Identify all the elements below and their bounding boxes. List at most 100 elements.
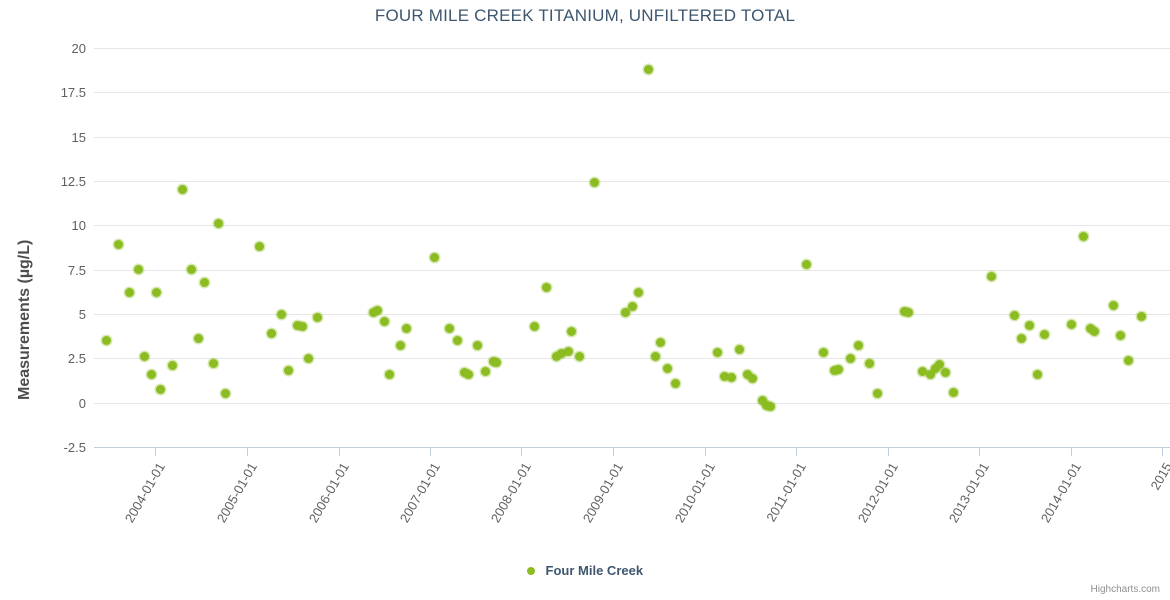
scatter-point[interactable] bbox=[480, 367, 490, 377]
gridline bbox=[94, 269, 1170, 271]
scatter-point[interactable] bbox=[765, 401, 775, 411]
scatter-point[interactable] bbox=[758, 396, 768, 406]
x-axis-tick-label: 2015 bbox=[1147, 460, 1170, 493]
scatter-point[interactable] bbox=[209, 359, 219, 369]
scatter-point[interactable] bbox=[557, 348, 567, 358]
scatter-point[interactable] bbox=[948, 387, 958, 397]
scatter-point[interactable] bbox=[297, 321, 307, 331]
scatter-point[interactable] bbox=[712, 347, 722, 357]
scatter-point[interactable] bbox=[1032, 369, 1042, 379]
scatter-point[interactable] bbox=[1017, 334, 1027, 344]
scatter-point[interactable] bbox=[430, 252, 440, 262]
scatter-point[interactable] bbox=[934, 360, 944, 370]
scatter-point[interactable] bbox=[1067, 320, 1077, 330]
x-axis-tick-label: 2010-01-01 bbox=[671, 460, 718, 526]
scatter-point[interactable] bbox=[628, 301, 638, 311]
scatter-point[interactable] bbox=[542, 282, 552, 292]
scatter-point[interactable] bbox=[187, 265, 197, 275]
scatter-point[interactable] bbox=[151, 288, 161, 298]
scatter-point[interactable] bbox=[464, 369, 474, 379]
scatter-point[interactable] bbox=[1024, 321, 1034, 331]
scatter-point[interactable] bbox=[267, 329, 277, 338]
scatter-point[interactable] bbox=[590, 178, 600, 188]
scatter-point[interactable] bbox=[575, 352, 585, 362]
scatter-point[interactable] bbox=[1124, 356, 1134, 366]
scatter-point[interactable] bbox=[864, 359, 874, 369]
scatter-point[interactable] bbox=[214, 219, 224, 229]
gridline bbox=[94, 402, 1170, 404]
scatter-point[interactable] bbox=[395, 341, 405, 351]
scatter-point[interactable] bbox=[734, 344, 744, 354]
scatter-point[interactable] bbox=[904, 307, 914, 317]
scatter-point[interactable] bbox=[220, 389, 230, 399]
scatter-point[interactable] bbox=[102, 336, 112, 346]
scatter-point[interactable] bbox=[283, 366, 293, 376]
gridline bbox=[94, 358, 1170, 360]
x-axis-tick-label: 2009-01-01 bbox=[579, 460, 627, 526]
scatter-point[interactable] bbox=[1116, 330, 1126, 340]
scatter-point[interactable] bbox=[380, 316, 390, 326]
scatter-point[interactable] bbox=[492, 358, 502, 368]
scatter-point[interactable] bbox=[372, 305, 382, 315]
scatter-point[interactable] bbox=[1009, 311, 1019, 321]
scatter-point[interactable] bbox=[146, 369, 156, 379]
x-axis-tick-label: 2012-01-01 bbox=[854, 460, 901, 526]
scatter-point[interactable] bbox=[930, 364, 940, 374]
scatter-point[interactable] bbox=[853, 340, 863, 350]
scatter-point[interactable] bbox=[125, 288, 135, 298]
scatter-point[interactable] bbox=[193, 334, 203, 344]
scatter-point[interactable] bbox=[742, 369, 752, 379]
scatter-point[interactable] bbox=[292, 321, 302, 331]
scatter-point[interactable] bbox=[552, 352, 562, 362]
scatter-point[interactable] bbox=[140, 352, 150, 362]
scatter-point[interactable] bbox=[801, 259, 811, 269]
scatter-point[interactable] bbox=[670, 378, 680, 388]
scatter-point[interactable] bbox=[872, 389, 882, 399]
scatter-point[interactable] bbox=[304, 353, 314, 363]
scatter-point[interactable] bbox=[633, 288, 643, 298]
scatter-point[interactable] bbox=[1136, 312, 1146, 322]
scatter-point[interactable] bbox=[918, 367, 928, 377]
legend-item-four-mile-creek[interactable]: Four Mile Creek bbox=[526, 562, 643, 578]
scatter-point[interactable] bbox=[719, 371, 729, 381]
scatter-point[interactable] bbox=[834, 365, 844, 375]
scatter-point[interactable] bbox=[113, 240, 123, 250]
scatter-point[interactable] bbox=[168, 360, 178, 370]
scatter-point[interactable] bbox=[385, 369, 395, 379]
x-axis-tick-label: 2005-01-01 bbox=[213, 460, 261, 526]
scatter-point[interactable] bbox=[643, 64, 653, 74]
scatter-point[interactable] bbox=[662, 363, 672, 373]
scatter-point[interactable] bbox=[200, 277, 209, 287]
scatter-point[interactable] bbox=[1078, 232, 1088, 242]
scatter-point[interactable] bbox=[1040, 329, 1050, 339]
scatter-point[interactable] bbox=[925, 369, 935, 379]
scatter-point[interactable] bbox=[563, 346, 573, 356]
scatter-point[interactable] bbox=[1108, 300, 1118, 310]
scatter-point[interactable] bbox=[529, 321, 539, 331]
scatter-point[interactable] bbox=[277, 309, 287, 319]
scatter-point[interactable] bbox=[651, 352, 661, 362]
scatter-point[interactable] bbox=[178, 185, 188, 195]
scatter-point[interactable] bbox=[1089, 327, 1099, 337]
scatter-point[interactable] bbox=[621, 307, 631, 317]
scatter-point[interactable] bbox=[818, 347, 828, 357]
gridline bbox=[94, 136, 1170, 138]
scatter-point[interactable] bbox=[445, 323, 455, 333]
scatter-point[interactable] bbox=[255, 242, 265, 252]
scatter-point[interactable] bbox=[727, 373, 737, 383]
scatter-point[interactable] bbox=[452, 336, 462, 346]
scatter-point[interactable] bbox=[747, 374, 757, 384]
scatter-point[interactable] bbox=[402, 323, 412, 333]
scatter-point[interactable] bbox=[313, 313, 323, 323]
scatter-point[interactable] bbox=[941, 368, 951, 378]
scatter-point[interactable] bbox=[473, 341, 483, 351]
scatter-point[interactable] bbox=[567, 327, 577, 337]
scatter-point[interactable] bbox=[987, 272, 997, 282]
credits-link[interactable]: Highcharts.com bbox=[1090, 584, 1160, 595]
scatter-point[interactable] bbox=[845, 353, 855, 363]
chart-legend: Four Mile Creek bbox=[0, 562, 1170, 578]
scatter-point[interactable] bbox=[656, 337, 666, 347]
scatter-point[interactable] bbox=[155, 384, 165, 394]
scatter-point[interactable] bbox=[133, 265, 143, 275]
